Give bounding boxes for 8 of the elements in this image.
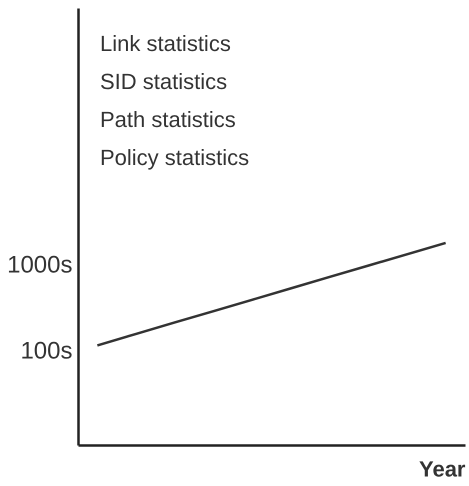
line-series (96, 242, 447, 347)
annotation: Link statistics (100, 31, 231, 56)
annotation: SID statistics (100, 69, 228, 94)
annotation: Path statistics (100, 107, 236, 132)
y-tick-label: 100s (20, 337, 72, 364)
x-axis-title: Year (419, 456, 466, 482)
y-tick-label: 1000s (7, 252, 72, 279)
annotation: Policy statistics (100, 145, 250, 170)
